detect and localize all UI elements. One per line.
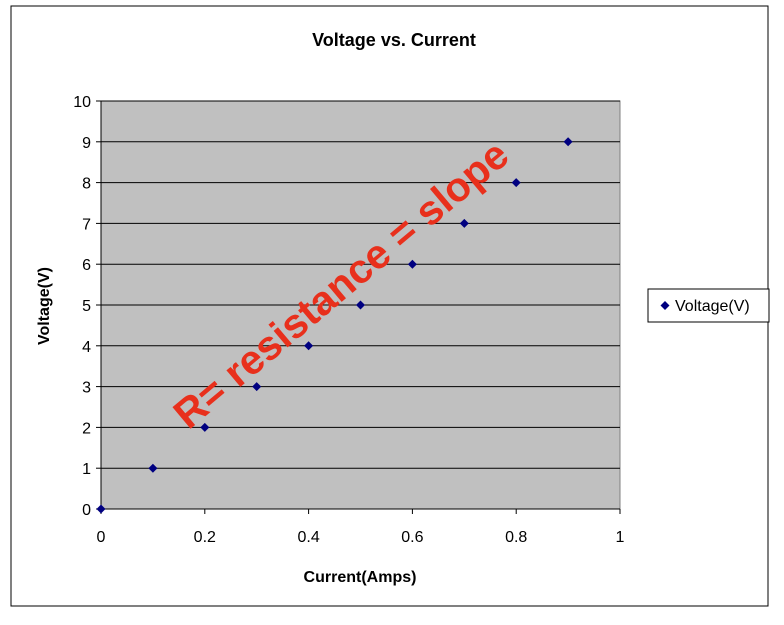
y-tick-label: 9 <box>82 135 91 152</box>
data-point <box>356 300 365 310</box>
data-point <box>200 422 210 432</box>
y-tick-label: 0 <box>82 502 91 519</box>
data-point <box>511 178 521 188</box>
data-point <box>96 504 106 514</box>
tick-labels: 0 1 2 3 4 5 6 7 8 9 10 0 0.2 0.4 0.6 0.8 1 <box>73 94 624 546</box>
y-tick-label: 4 <box>82 339 91 356</box>
legend-marker-icon <box>660 301 670 310</box>
chart-title: Voltage vs. Current <box>312 30 476 50</box>
data-point <box>459 218 469 228</box>
x-axis-label: Current(Amps) <box>304 569 417 586</box>
x-tick-label: 1 <box>616 529 625 546</box>
x-tick-label: 0.8 <box>505 529 527 546</box>
data-points <box>96 137 573 514</box>
y-tick-label: 5 <box>82 298 91 315</box>
x-tick-label: 0.6 <box>401 529 423 546</box>
y-tick-label: 6 <box>82 257 91 274</box>
y-tick-label: 1 <box>82 461 91 478</box>
data-point <box>304 341 314 351</box>
axes <box>96 100 621 514</box>
x-tick-label: 0 <box>97 529 106 546</box>
x-tick-label: 0.4 <box>297 529 319 546</box>
y-tick-label: 2 <box>82 420 91 437</box>
data-point <box>563 137 573 147</box>
y-tick-label: 7 <box>82 216 91 233</box>
legend-label: Voltage(V) <box>675 298 750 315</box>
gridlines <box>101 100 620 469</box>
y-tick-label: 3 <box>82 380 91 397</box>
y-axis-label: Voltage(V) <box>36 267 53 345</box>
x-tick-label: 0.2 <box>194 529 216 546</box>
legend: Voltage(V) <box>647 288 770 323</box>
data-point <box>407 259 417 269</box>
data-point <box>148 463 158 473</box>
y-tick-label: 10 <box>73 94 91 111</box>
data-point <box>252 382 262 392</box>
y-tick-label: 8 <box>82 176 91 193</box>
